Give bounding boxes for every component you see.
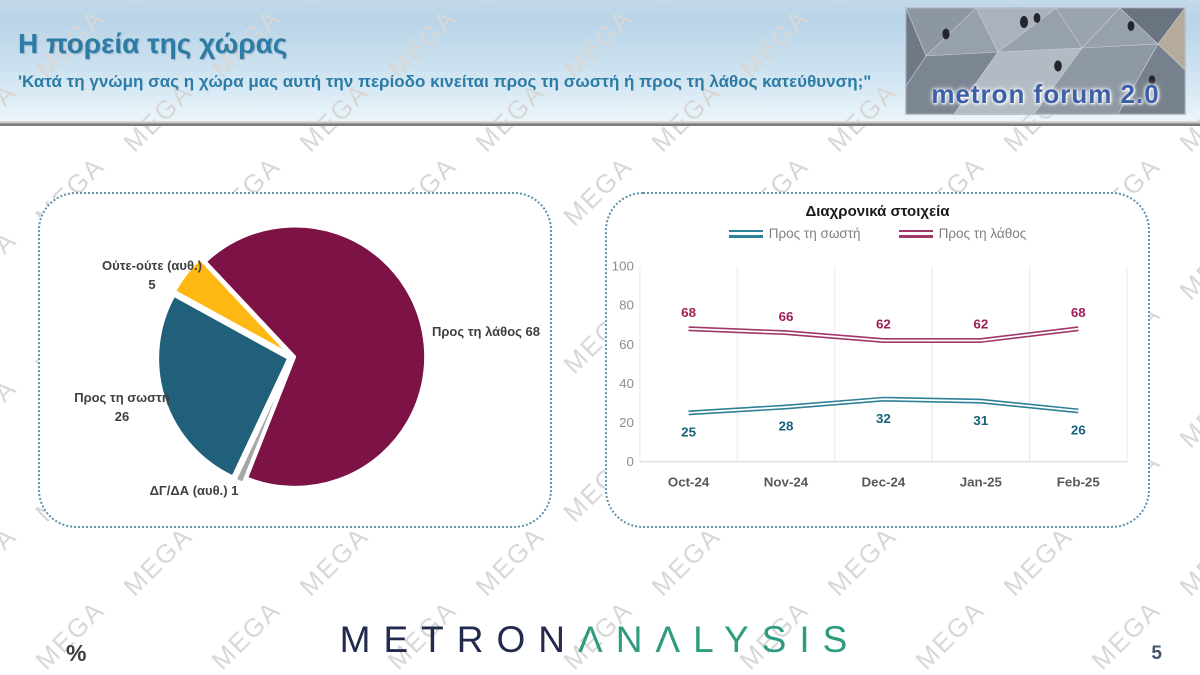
x-axis-label: Nov-24 (764, 474, 809, 489)
watermark-text: MEGA (0, 224, 23, 306)
watermark-text: MEGA (117, 669, 199, 675)
watermark-text: MEGA (997, 669, 1079, 675)
line-chart: 0 20 40 60 80 100 Oct-24 Nov-24 Dec-24 Jan-25 Feb-… (612, 259, 1128, 489)
watermark-text: MEGA (1173, 372, 1200, 454)
y-axis-tick: 100 (612, 259, 634, 274)
y-axis-tick: 80 (619, 298, 634, 313)
watermark-text: MEGA (821, 520, 903, 602)
data-label: 62 (876, 317, 891, 332)
data-label: 31 (973, 413, 988, 428)
data-label: 68 (1071, 305, 1086, 320)
watermark-text: MEGA (1173, 520, 1200, 602)
watermark-text: MEGA (645, 520, 727, 602)
legend-item-right-direction: Προς τη σωστή (728, 226, 861, 241)
percent-unit-label: % (66, 640, 87, 666)
watermark-text: MEGA (469, 520, 551, 602)
survey-question: 'Κατά τη γνώμη σας η χώρα μας αυτή την π… (18, 72, 872, 91)
x-axis-label: Dec-24 (862, 474, 906, 489)
line-chart-panel: Διαχρονικά στοιχεία Προς τη σωστή Προς τ… (605, 192, 1150, 528)
pie-chart-panel: Ούτε-ούτε (αυθ.) 5 Προς τη σωστή 26 ΔΓ/Δ… (38, 192, 552, 528)
y-axis-tick: 60 (619, 337, 634, 352)
watermark-text: MEGA (117, 520, 199, 602)
x-axis-label: Jan-25 (960, 474, 1003, 489)
page-title: Η πορεία της χώρας (18, 28, 288, 59)
logo-wordmark: metron forum 2.0 (931, 79, 1160, 109)
pie-slice (234, 360, 293, 485)
watermark-text: MEGA (0, 372, 23, 454)
x-axis-label: Feb-25 (1057, 474, 1101, 489)
watermark-text: MEGA (1173, 669, 1200, 675)
metron-forum-logo: metron forum 2.0 (905, 7, 1186, 115)
legend-item-wrong-direction: Προς τη λάθος (898, 226, 1026, 241)
legend-line-maroon-icon (898, 229, 933, 238)
data-label: 68 (681, 305, 696, 320)
pie-label-dont-know: ΔΓ/ΔΑ (αυθ.) 1 (149, 483, 239, 498)
header-separator (0, 121, 1200, 126)
watermark-text: MEGA (0, 520, 23, 602)
watermark-text: MEGA (821, 669, 903, 675)
pie-chart (156, 225, 427, 489)
pie-label-wrong-direction: Προς τη λάθος 68 (432, 324, 540, 339)
watermark-text: MEGA (645, 669, 727, 675)
pie-label-neither: Ούτε-ούτε (αυθ.) 5 (102, 258, 202, 292)
watermark-text: MEGA (0, 669, 23, 675)
x-axis-label: Oct-24 (668, 474, 710, 489)
page-number: 5 (1151, 643, 1162, 664)
watermark-text: MEGA (469, 669, 551, 675)
watermark-text: MEGA (1173, 224, 1200, 306)
y-axis-tick: 20 (619, 415, 634, 430)
watermark-text: MEGA (997, 520, 1079, 602)
y-axis-tick: 40 (619, 376, 634, 391)
metron-analysis-logo: METRONΛNΛLYSIS (339, 619, 861, 660)
watermark-text: MEGA (293, 669, 375, 675)
pie-slice (156, 294, 290, 478)
watermark-text: MEGA (293, 520, 375, 602)
data-label: 28 (779, 419, 794, 434)
data-label: 62 (973, 317, 988, 332)
data-label: 25 (681, 425, 696, 440)
logo-people-figures (942, 13, 1156, 85)
data-label: 26 (1071, 423, 1086, 438)
pie-slice (204, 225, 427, 489)
legend-line-teal-icon (728, 229, 763, 238)
logo-mosaic-image (906, 8, 1185, 114)
pie-slice (173, 257, 291, 356)
data-label: 66 (779, 309, 794, 324)
pie-label-right-direction: Προς τη σωστή 26 (74, 390, 170, 424)
y-axis-tick: 0 (627, 454, 634, 469)
data-label: 32 (876, 411, 891, 426)
line-chart-legend: Προς τη σωστή Προς τη λάθος (607, 226, 1148, 241)
line-chart-title: Διαχρονικά στοιχεία (805, 203, 950, 220)
